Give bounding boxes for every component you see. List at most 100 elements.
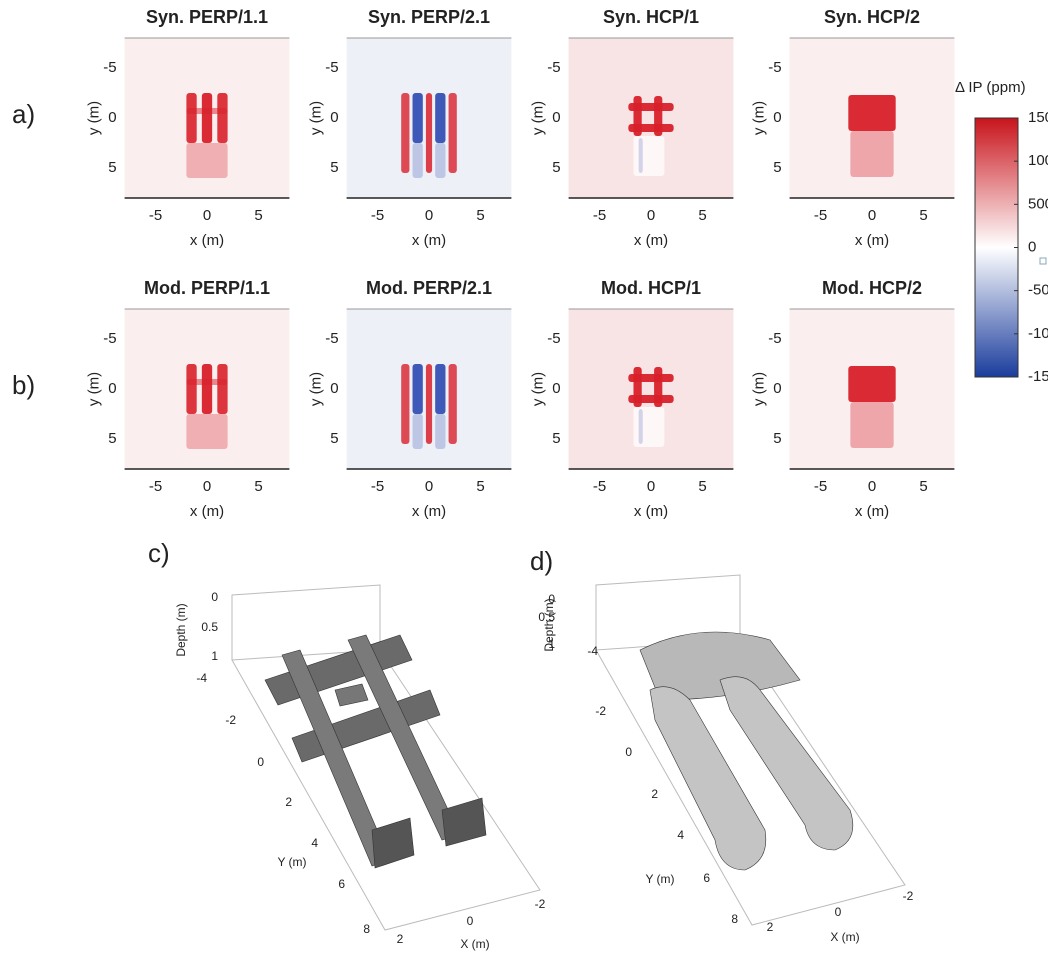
- surface: [649, 686, 767, 871]
- x-tick-label: 5: [919, 478, 927, 495]
- y-axis-label: y (m): [751, 372, 768, 406]
- x-tick-label: 0: [467, 914, 474, 928]
- block: [371, 817, 415, 869]
- y-axis-label: y (m): [530, 101, 547, 135]
- anomaly: [638, 409, 643, 444]
- y-tick-label: 0: [257, 755, 264, 769]
- y-tick-label: 2: [651, 787, 658, 801]
- x-tick-label: -5: [149, 207, 162, 224]
- panel-title: Syn. PERP/1.1: [146, 7, 268, 27]
- colorbar-label: Δ IP (ppm): [955, 79, 1026, 96]
- anomaly: [638, 138, 643, 173]
- y-axis-label: Y (m): [277, 855, 306, 869]
- y-axis-label: y (m): [751, 101, 768, 135]
- anomaly: [633, 96, 642, 136]
- x-tick-label: 5: [476, 478, 484, 495]
- panel-label: c): [148, 538, 170, 568]
- y-tick-label: 5: [108, 430, 116, 447]
- axes-box: [595, 574, 906, 926]
- block: [334, 683, 369, 707]
- y-axis-label: y (m): [530, 372, 547, 406]
- anomaly: [401, 93, 410, 173]
- x-tick-label: 5: [254, 207, 262, 224]
- x-tick-label: -5: [371, 478, 384, 495]
- x-axis-label: x (m): [412, 232, 446, 249]
- anomaly: [448, 93, 457, 173]
- anomaly: [435, 93, 446, 143]
- y-tick-label: -5: [325, 330, 338, 347]
- x-tick-label: 0: [868, 207, 876, 224]
- x-tick-label: 0: [425, 478, 433, 495]
- panel-title: Syn. PERP/2.1: [368, 7, 490, 27]
- x-tick-label: -5: [814, 478, 827, 495]
- x-axis-label: x (m): [634, 503, 668, 520]
- colorbar-tick-label: -1500: [1028, 368, 1048, 385]
- anomaly: [412, 414, 423, 449]
- y-tick-label: -5: [103, 59, 116, 76]
- y-tick-label: -2: [595, 704, 606, 718]
- y-tick-label: 0: [773, 380, 781, 397]
- anomaly: [412, 364, 423, 414]
- panel-title: Mod. PERP/2.1: [366, 278, 492, 298]
- panel-label: d): [530, 546, 553, 576]
- y-tick-label: 4: [677, 828, 684, 842]
- z-tick-label: 0: [548, 592, 555, 606]
- x-tick-label: 0: [868, 478, 876, 495]
- y-tick-label: 0: [108, 380, 116, 397]
- y-tick-label: -5: [103, 330, 116, 347]
- x-axis-label: X (m): [830, 930, 859, 944]
- anomaly: [425, 364, 433, 444]
- anomaly: [850, 402, 894, 448]
- y-axis-label: y (m): [308, 101, 325, 135]
- x-axis-label: x (m): [855, 503, 889, 520]
- y-tick-label: 6: [703, 871, 710, 885]
- y-tick-label: 0: [330, 109, 338, 126]
- x-tick-label: -5: [814, 207, 827, 224]
- x-tick-label: -5: [149, 478, 162, 495]
- x-axis-label: x (m): [190, 503, 224, 520]
- x-tick-label: 5: [254, 478, 262, 495]
- x-tick-label: 0: [835, 905, 842, 919]
- z-axis-label: Depth (m): [174, 603, 188, 656]
- y-tick-label: 0: [552, 109, 560, 126]
- anomaly: [186, 414, 228, 449]
- panel-title: Syn. HCP/2: [824, 7, 920, 27]
- anomaly: [186, 143, 228, 178]
- x-tick-label: -5: [371, 207, 384, 224]
- x-tick-label: -2: [535, 897, 546, 911]
- anomaly: [217, 93, 228, 143]
- marker: [1039, 257, 1047, 265]
- y-tick-label: -2: [225, 713, 236, 727]
- y-tick-label: -5: [547, 330, 560, 347]
- anomaly: [654, 96, 663, 136]
- panel-title: Mod. HCP/2: [822, 278, 922, 298]
- x-tick-label: 5: [476, 207, 484, 224]
- anomaly: [435, 414, 446, 449]
- x-axis-label: x (m): [634, 232, 668, 249]
- surface: [719, 676, 854, 851]
- colorbar-tick-label: 1000: [1028, 152, 1048, 169]
- x-tick-label: 0: [203, 207, 211, 224]
- anomaly: [412, 143, 423, 178]
- anomaly: [186, 379, 228, 385]
- x-tick-label: -5: [593, 478, 606, 495]
- colorbar-tick-label: -500: [1028, 282, 1048, 299]
- y-tick-label: -4: [196, 671, 207, 685]
- y-tick-label: 8: [363, 922, 370, 936]
- y-tick-label: 0: [625, 745, 632, 759]
- anomaly: [448, 364, 457, 444]
- y-tick-label: -4: [587, 644, 598, 658]
- x-axis-label: X (m): [460, 937, 489, 951]
- x-axis-label: x (m): [412, 503, 446, 520]
- colorbar-tick-label: 500: [1028, 195, 1048, 212]
- y-tick-label: 5: [773, 430, 781, 447]
- colorbar-tick-label: 1500: [1028, 109, 1048, 126]
- y-tick-label: 2: [285, 795, 292, 809]
- x-tick-label: 0: [647, 207, 655, 224]
- y-tick-label: 4: [311, 836, 318, 850]
- panel-title: Mod. PERP/1.1: [144, 278, 270, 298]
- y-axis-label: Y (m): [645, 872, 674, 886]
- anomaly: [186, 364, 197, 414]
- y-tick-label: 8: [731, 912, 738, 926]
